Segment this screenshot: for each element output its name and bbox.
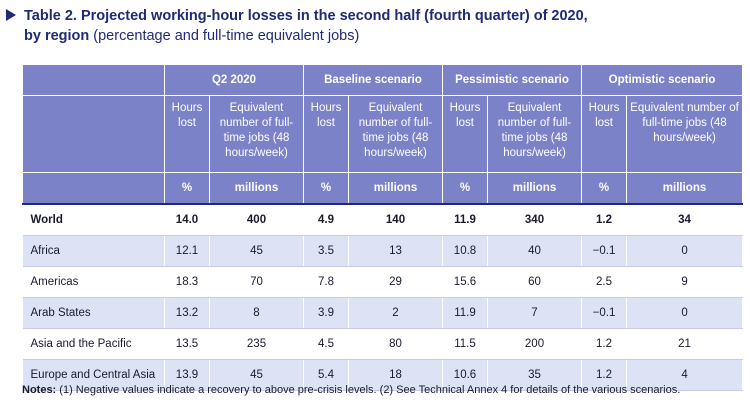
- table-body: World 14.0 400 4.9 140 11.9 340 1.2 34 A…: [22, 203, 744, 391]
- cell-q2-jobs: 70: [209, 266, 304, 298]
- cell-baseline-hours: 4.9: [303, 203, 349, 236]
- unit-percent: %: [581, 172, 628, 205]
- cell-q2-jobs: 45: [209, 359, 304, 391]
- cell-optimistic-jobs: 34: [626, 203, 744, 236]
- table-header: Q2 2020 Baseline scenario Pessimistic sc…: [22, 64, 744, 205]
- table-row-asia-pacific: Asia and the Pacific 13.5 235 4.5 80 11.…: [22, 328, 744, 360]
- cell-baseline-hours: 7.8: [303, 266, 349, 298]
- cell-baseline-jobs: 29: [348, 266, 443, 298]
- subheader-equivalent-jobs: Equivalent number of full-time jobs (48 …: [626, 95, 744, 173]
- row-label: Africa: [22, 235, 165, 267]
- subheader-hours-lost: Hours lost: [442, 95, 488, 173]
- cell-q2-jobs: 400: [209, 203, 304, 236]
- cell-baseline-hours: 5.4: [303, 359, 349, 391]
- cell-q2-hours: 18.3: [164, 266, 210, 298]
- cell-pessimistic-hours: 11.9: [442, 203, 488, 236]
- cell-baseline-jobs: 140: [348, 203, 443, 236]
- unit-millions: millions: [209, 172, 304, 205]
- cell-optimistic-jobs: 4: [626, 359, 744, 391]
- table-row-arab-states: Arab States 13.2 8 3.9 2 11.9 7 −0.1 0: [22, 297, 744, 329]
- cell-optimistic-hours: 1.2: [581, 203, 628, 236]
- unit-millions: millions: [626, 172, 744, 205]
- unit-millions: millions: [486, 172, 583, 205]
- cell-pessimistic-jobs: 7: [487, 297, 583, 329]
- row-label: Americas: [22, 266, 165, 298]
- cell-baseline-hours: 4.5: [303, 328, 349, 360]
- table-row-europe-central-asia: Europe and Central Asia 13.9 45 5.4 18 1…: [22, 359, 744, 391]
- caption-line-1: Table 2. Projected working-hour losses i…: [6, 6, 746, 26]
- cell-optimistic-jobs: 0: [626, 297, 744, 329]
- unit-millions: millions: [348, 172, 443, 205]
- cell-q2-jobs: 45: [209, 235, 304, 267]
- cell-optimistic-hours: −0.1: [581, 235, 628, 267]
- table-caption: Table 2. Projected working-hour losses i…: [6, 6, 746, 46]
- triangle-bullet-icon: [6, 9, 16, 21]
- cell-q2-hours: 12.1: [164, 235, 210, 267]
- cell-pessimistic-hours: 11.9: [442, 297, 488, 329]
- table-row-americas: Americas 18.3 70 7.8 29 15.6 60 2.5 9: [22, 266, 744, 298]
- cell-pessimistic-hours: 10.8: [442, 235, 488, 267]
- subheader-equivalent-jobs: Equivalent number of full-time jobs (48 …: [486, 95, 583, 173]
- table-row-africa: Africa 12.1 45 3.5 13 10.8 40 −0.1 0: [22, 235, 744, 267]
- subheader-hours-lost: Hours lost: [164, 95, 210, 173]
- cell-optimistic-hours: 1.2: [581, 328, 628, 360]
- unit-percent: %: [164, 172, 210, 205]
- caption-subtitle-bold: by region: [24, 28, 90, 44]
- cell-optimistic-hours: 1.2: [581, 359, 628, 391]
- cell-optimistic-jobs: 21: [626, 328, 744, 360]
- cell-q2-hours: 13.2: [164, 297, 210, 329]
- cell-pessimistic-hours: 10.6: [442, 359, 488, 391]
- cell-baseline-jobs: 13: [348, 235, 443, 267]
- region-table: Q2 2020 Baseline scenario Pessimistic sc…: [22, 64, 744, 391]
- cell-baseline-jobs: 2: [348, 297, 443, 329]
- subheader-hours-lost: Hours lost: [581, 95, 628, 173]
- table-notes: Notes: (1) Negative values indicate a re…: [22, 384, 680, 396]
- cell-baseline-hours: 3.9: [303, 297, 349, 329]
- cell-pessimistic-jobs: 340: [487, 203, 583, 236]
- cell-q2-hours: 13.5: [164, 328, 210, 360]
- notes-text: (1) Negative values indicate a recovery …: [56, 384, 681, 396]
- cell-optimistic-hours: −0.1: [581, 297, 628, 329]
- cell-q2-hours: 13.9: [164, 359, 210, 391]
- notes-label: Notes:: [22, 384, 57, 396]
- cell-pessimistic-jobs: 40: [487, 235, 583, 267]
- cell-pessimistic-jobs: 200: [487, 328, 583, 360]
- row-label: Arab States: [22, 297, 165, 329]
- cell-baseline-jobs: 80: [348, 328, 443, 360]
- cell-pessimistic-jobs: 60: [487, 266, 583, 298]
- header-corner: [22, 64, 165, 96]
- group-header-pessimistic: Pessimistic scenario: [441, 64, 583, 96]
- unit-percent: %: [303, 172, 349, 205]
- group-header-baseline: Baseline scenario: [303, 64, 443, 96]
- cell-optimistic-jobs: 9: [626, 266, 744, 298]
- unit-percent: %: [442, 172, 488, 205]
- cell-optimistic-hours: 2.5: [581, 266, 628, 298]
- header-corner: [22, 172, 165, 205]
- cell-pessimistic-hours: 11.5: [442, 328, 488, 360]
- row-label: World: [22, 203, 165, 236]
- group-header-optimistic: Optimistic scenario: [581, 64, 744, 96]
- row-label: Europe and Central Asia: [22, 359, 165, 391]
- cell-q2-jobs: 8: [209, 297, 304, 329]
- header-corner: [22, 95, 165, 173]
- cell-q2-hours: 14.0: [164, 203, 210, 236]
- cell-pessimistic-jobs: 35: [487, 359, 583, 391]
- cell-q2-jobs: 235: [209, 328, 304, 360]
- table-row-world: World 14.0 400 4.9 140 11.9 340 1.2 34: [22, 203, 744, 236]
- subheader-hours-lost: Hours lost: [303, 95, 349, 173]
- cell-pessimistic-hours: 15.6: [442, 266, 488, 298]
- caption-title: Table 2. Projected working-hour losses i…: [24, 8, 588, 24]
- cell-optimistic-jobs: 0: [626, 235, 744, 267]
- subheader-equivalent-jobs: Equivalent number of full-time jobs (48 …: [348, 95, 443, 173]
- group-header-q2: Q2 2020: [164, 64, 304, 96]
- cell-baseline-jobs: 18: [348, 359, 443, 391]
- caption-line-2: by region (percentage and full-time equi…: [6, 26, 746, 46]
- caption-subtitle: (percentage and full-time equivalent job…: [89, 28, 360, 44]
- subheader-equivalent-jobs: Equivalent number of full-time jobs (48 …: [209, 95, 304, 173]
- cell-baseline-hours: 3.5: [303, 235, 349, 267]
- row-label: Asia and the Pacific: [22, 328, 165, 360]
